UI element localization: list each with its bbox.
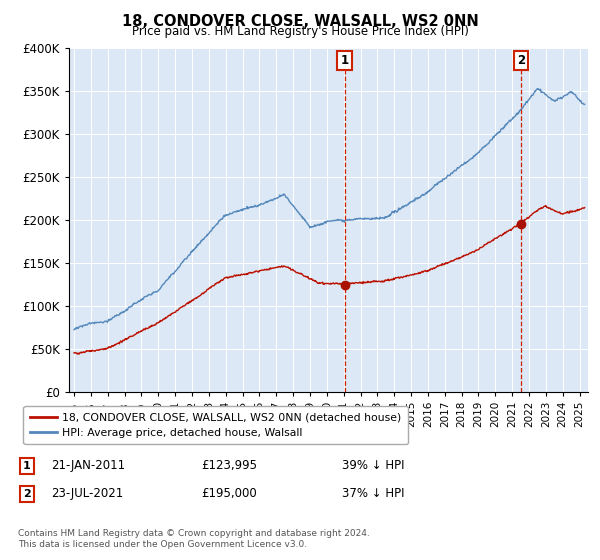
Legend: 18, CONDOVER CLOSE, WALSALL, WS2 0NN (detached house), HPI: Average price, detac: 18, CONDOVER CLOSE, WALSALL, WS2 0NN (de… xyxy=(23,406,408,444)
Text: 37% ↓ HPI: 37% ↓ HPI xyxy=(342,487,404,501)
Text: 39% ↓ HPI: 39% ↓ HPI xyxy=(342,459,404,473)
Text: Price paid vs. HM Land Registry's House Price Index (HPI): Price paid vs. HM Land Registry's House … xyxy=(131,25,469,38)
Text: £195,000: £195,000 xyxy=(201,487,257,501)
Text: 1: 1 xyxy=(23,461,31,471)
Text: 23-JUL-2021: 23-JUL-2021 xyxy=(51,487,123,501)
Text: 1: 1 xyxy=(340,54,349,67)
Text: Contains HM Land Registry data © Crown copyright and database right 2024.
This d: Contains HM Land Registry data © Crown c… xyxy=(18,529,370,549)
Text: 18, CONDOVER CLOSE, WALSALL, WS2 0NN: 18, CONDOVER CLOSE, WALSALL, WS2 0NN xyxy=(122,14,478,29)
Text: 21-JAN-2011: 21-JAN-2011 xyxy=(51,459,125,473)
Text: 2: 2 xyxy=(517,54,526,67)
Text: £123,995: £123,995 xyxy=(201,459,257,473)
Text: 2: 2 xyxy=(23,489,31,499)
